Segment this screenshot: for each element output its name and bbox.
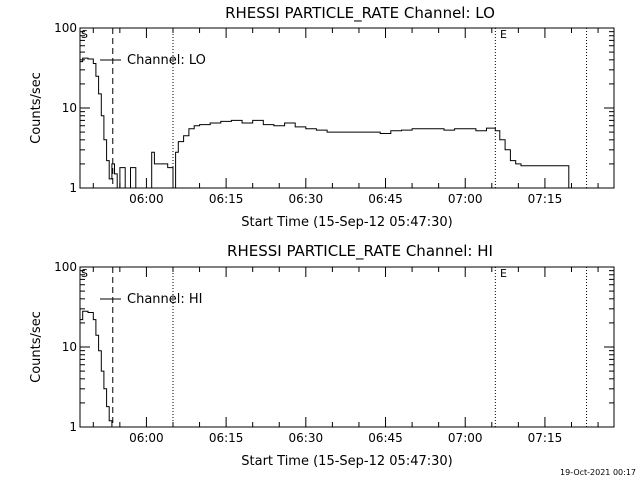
plot-frame: [79, 266, 615, 428]
chart-title: RHESSI PARTICLE_RATE Channel: LO: [225, 4, 495, 23]
chart-panel-lo: RHESSI PARTICLE_RATE Channel: LO Counts/…: [29, 4, 615, 230]
legend-label: Channel: LO: [127, 53, 206, 68]
y-tick-label: 100: [54, 260, 77, 274]
end-marker: E: [500, 267, 507, 280]
y-tick-label: 1: [69, 181, 77, 195]
chart-panel-hi: RHESSI PARTICLE_RATE Channel: HI Counts/…: [29, 242, 615, 469]
x-axis-label: Start Time (15-Sep-12 05:47:30): [241, 215, 452, 230]
footer-timestamp: 19-Oct-2021 00:17: [560, 468, 636, 477]
x-tick-label: 06:15: [209, 192, 244, 206]
x-tick-label: 06:45: [368, 192, 403, 206]
y-axis-label: Counts/sec: [29, 72, 44, 144]
start-marker: S: [81, 28, 88, 41]
y-tick-label: 100: [54, 21, 77, 35]
start-marker: S: [81, 267, 88, 280]
x-tick-label: 07:15: [528, 431, 563, 445]
y-tick-label: 10: [62, 101, 77, 115]
legend-label: Channel: HI: [127, 292, 203, 307]
y-tick-label: 1: [69, 420, 77, 434]
y-axis-label: Counts/sec: [29, 311, 44, 383]
x-tick-label: 07:15: [528, 192, 563, 206]
rate-series-line: [80, 57, 570, 189]
x-tick-label: 06:45: [368, 431, 403, 445]
x-tick-label: 06:00: [129, 192, 164, 206]
chart-title: RHESSI PARTICLE_RATE Channel: HI: [227, 242, 493, 261]
rate-series-line: [80, 310, 113, 427]
end-marker: E: [500, 28, 507, 41]
x-tick-label: 07:00: [448, 192, 483, 206]
x-tick-label: 07:00: [448, 431, 483, 445]
x-tick-label: 06:30: [289, 431, 324, 445]
y-tick-label: 10: [62, 340, 77, 354]
x-axis-label: Start Time (15-Sep-12 05:47:30): [241, 454, 452, 469]
x-tick-label: 06:30: [289, 192, 324, 206]
x-tick-label: 06:15: [209, 431, 244, 445]
x-tick-label: 06:00: [129, 431, 164, 445]
